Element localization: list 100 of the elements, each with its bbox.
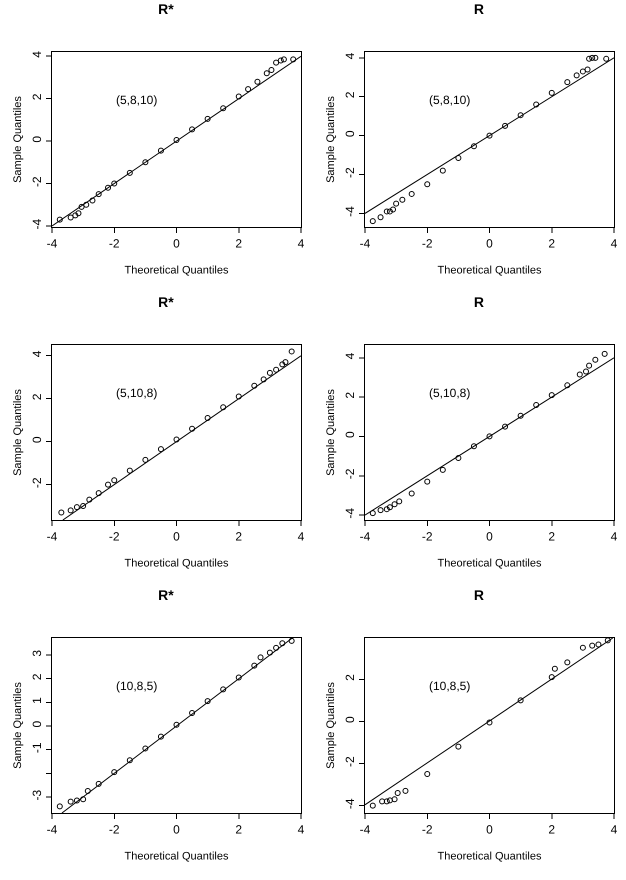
point bbox=[390, 206, 396, 212]
point bbox=[548, 90, 555, 96]
annotation: (10,8,5) bbox=[116, 679, 158, 693]
point bbox=[142, 456, 148, 463]
point bbox=[396, 498, 402, 504]
point bbox=[564, 659, 570, 666]
point bbox=[78, 204, 85, 210]
y-tick-label: -2 bbox=[343, 167, 358, 178]
point bbox=[236, 674, 242, 680]
point bbox=[470, 143, 477, 150]
point bbox=[424, 478, 430, 485]
point bbox=[455, 455, 462, 462]
point bbox=[279, 640, 286, 646]
point bbox=[80, 503, 86, 510]
y-axis-title: Sample Quantiles bbox=[324, 388, 337, 476]
y-axis-title: Sample Quantiles bbox=[12, 96, 24, 183]
y-tick-label: -2 bbox=[30, 477, 44, 488]
point bbox=[126, 468, 133, 474]
y-tick-label: 4 bbox=[30, 350, 44, 358]
x-tick-label: -2 bbox=[108, 822, 120, 836]
point bbox=[251, 382, 258, 389]
point bbox=[589, 54, 596, 61]
point bbox=[384, 208, 390, 214]
point bbox=[204, 116, 211, 122]
point bbox=[564, 79, 570, 86]
point bbox=[273, 60, 280, 66]
point bbox=[72, 212, 78, 218]
point bbox=[386, 208, 393, 214]
x-axis-title: Theoretical Quantiles bbox=[438, 264, 542, 277]
point bbox=[580, 644, 586, 651]
x-tick-label: 2 bbox=[235, 822, 242, 836]
x-axis-title: Theoretical Quantiles bbox=[124, 850, 229, 863]
point bbox=[595, 642, 602, 648]
point bbox=[282, 359, 288, 366]
point bbox=[384, 798, 390, 804]
annotation: (5,10,8) bbox=[429, 386, 470, 400]
point bbox=[586, 56, 592, 62]
point bbox=[68, 798, 74, 805]
point bbox=[105, 184, 112, 191]
point bbox=[189, 126, 196, 132]
point bbox=[126, 757, 133, 764]
point bbox=[74, 504, 80, 510]
point bbox=[236, 94, 242, 100]
point bbox=[378, 507, 384, 514]
y-tick-label: 1 bbox=[30, 696, 44, 704]
chart-title: R* bbox=[158, 294, 174, 310]
point bbox=[56, 803, 63, 810]
point bbox=[126, 170, 133, 176]
x-tick-label: 2 bbox=[548, 822, 556, 836]
point bbox=[533, 102, 540, 108]
x-tick-label: 4 bbox=[298, 822, 305, 836]
point bbox=[548, 392, 555, 398]
y-tick-label: 0 bbox=[343, 430, 358, 438]
point bbox=[96, 490, 102, 496]
point bbox=[502, 122, 508, 129]
point bbox=[378, 214, 384, 220]
point bbox=[58, 509, 64, 516]
point bbox=[518, 412, 524, 419]
y-tick-label: 2 bbox=[30, 393, 44, 400]
point bbox=[574, 72, 580, 78]
point bbox=[96, 780, 102, 787]
point bbox=[174, 436, 180, 442]
point bbox=[290, 56, 296, 62]
y-tick-label: 0 bbox=[343, 716, 358, 723]
point bbox=[552, 666, 558, 672]
point bbox=[280, 56, 287, 62]
y-tick-label: -2 bbox=[343, 756, 358, 768]
point bbox=[264, 70, 270, 76]
x-tick-label: 2 bbox=[548, 529, 556, 544]
point bbox=[486, 433, 492, 440]
point bbox=[266, 370, 273, 376]
point bbox=[105, 482, 112, 488]
point bbox=[96, 191, 102, 198]
point bbox=[158, 148, 164, 154]
point bbox=[68, 214, 74, 220]
point bbox=[602, 350, 608, 357]
point bbox=[455, 744, 462, 750]
annotation: (5,10,8) bbox=[116, 386, 158, 400]
point bbox=[204, 698, 211, 704]
y-tick-label: 0 bbox=[30, 720, 44, 728]
y-tick-label: -1 bbox=[30, 742, 44, 754]
point bbox=[189, 710, 196, 716]
x-tick-label: -2 bbox=[108, 236, 120, 250]
point bbox=[379, 798, 386, 804]
point bbox=[142, 745, 148, 752]
point bbox=[89, 197, 96, 204]
point bbox=[440, 466, 446, 473]
point bbox=[278, 57, 284, 64]
point bbox=[245, 86, 252, 92]
point bbox=[589, 642, 596, 649]
point bbox=[174, 137, 180, 144]
x-tick-label: 4 bbox=[610, 822, 618, 836]
point bbox=[386, 797, 393, 804]
point bbox=[83, 202, 90, 208]
point bbox=[592, 356, 598, 363]
chart-title: R* bbox=[158, 587, 174, 604]
annotation: (5,8,10) bbox=[116, 93, 158, 107]
x-tick-label: 4 bbox=[610, 529, 618, 544]
point bbox=[288, 348, 295, 354]
x-tick-label: -4 bbox=[46, 822, 58, 836]
